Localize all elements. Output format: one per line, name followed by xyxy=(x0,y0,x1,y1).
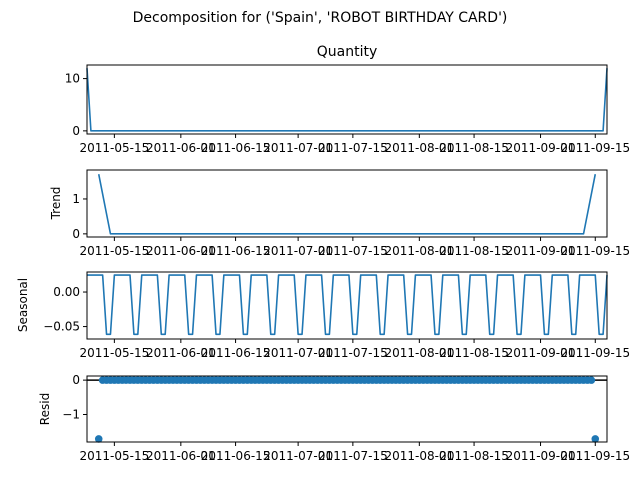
resid-xtick-label: 2011-05-15 xyxy=(79,449,149,463)
quantity-xtick-label: 2011-08-01 xyxy=(384,141,454,155)
resid-panel-ylabel: Resid xyxy=(38,393,52,425)
quantity-xtick-label: 2011-09-15 xyxy=(560,141,630,155)
quantity-xtick-label: 2011-08-15 xyxy=(439,141,509,155)
trend-ytick-label: 1 xyxy=(72,192,80,206)
trend-xtick-label: 2011-05-15 xyxy=(79,244,149,258)
seasonal-xtick-label: 2011-09-01 xyxy=(506,346,576,360)
quantity-axes-frame xyxy=(86,64,608,135)
seasonal-xtick-label: 2011-06-15 xyxy=(201,346,271,360)
resid-point xyxy=(587,376,596,384)
trend-panel-ylabel: Trend xyxy=(49,187,63,221)
seasonal-xtick-label: 2011-07-15 xyxy=(318,346,388,360)
seasonal-xtick-label: 2011-05-15 xyxy=(79,346,149,360)
resid-panel: Resid −102011-05-152011-06-012011-06-152… xyxy=(38,373,630,463)
seasonal-xtick-label: 2011-07-01 xyxy=(263,346,333,360)
resid-axes-frame xyxy=(86,375,608,443)
resid-ytick-label: 0 xyxy=(72,373,80,387)
figure-title: Decomposition for ('Spain', 'ROBOT BIRTH… xyxy=(133,10,508,26)
quantity-xtick-label: 2011-06-15 xyxy=(201,141,271,155)
resid-xtick-label: 2011-06-15 xyxy=(201,449,271,463)
quantity-xtick-label: 2011-05-15 xyxy=(79,141,149,155)
trend-xtick-label: 2011-07-01 xyxy=(263,244,333,258)
resid-point xyxy=(591,435,600,443)
resid-xtick-label: 2011-08-15 xyxy=(439,449,509,463)
resid-xtick-label: 2011-09-01 xyxy=(506,449,576,463)
resid-xtick-label: 2011-09-15 xyxy=(560,449,630,463)
seasonal-xtick-label: 2011-08-15 xyxy=(439,346,509,360)
trend-xtick-label: 2011-08-01 xyxy=(384,244,454,258)
trend-xtick-label: 2011-07-15 xyxy=(318,244,388,258)
seasonal-xtick-label: 2011-06-01 xyxy=(146,346,216,360)
trend-series-line xyxy=(97,174,597,235)
quantity-ytick-label: 0 xyxy=(72,124,80,138)
quantity-xtick-label: 2011-06-01 xyxy=(146,141,216,155)
resid-point xyxy=(94,435,103,443)
quantity-panel: Quantity 0 10 2011-05-152011-06-012011-06-… xyxy=(65,44,630,155)
quantity-xtick-label: 2011-07-15 xyxy=(318,141,388,155)
resid-ytick-label: −1 xyxy=(62,408,80,422)
trend-xtick-label: 2011-06-01 xyxy=(146,244,216,258)
trend-xtick-label: 2011-08-15 xyxy=(439,244,509,258)
seasonal-axes-frame xyxy=(86,271,608,340)
resid-xtick-label: 2011-08-01 xyxy=(384,449,454,463)
seasonal-xtick-label: 2011-08-01 xyxy=(384,346,454,360)
seasonal-series-line xyxy=(87,274,608,336)
quantity-panel-title: Quantity xyxy=(317,44,378,60)
quantity-ytick-label: 10 xyxy=(65,72,80,86)
resid-xtick-label: 2011-06-01 xyxy=(146,449,216,463)
seasonal-panel-ylabel: Seasonal xyxy=(16,278,30,332)
trend-panel: Trend 012011-05-152011-06-012011-06-1520… xyxy=(49,169,630,258)
quantity-xtick-label: 2011-09-01 xyxy=(506,141,576,155)
trend-xtick-label: 2011-09-01 xyxy=(506,244,576,258)
seasonal-ytick-label: 0.00 xyxy=(53,285,80,299)
trend-xtick-label: 2011-09-15 xyxy=(560,244,630,258)
resid-xtick-label: 2011-07-15 xyxy=(318,449,388,463)
seasonal-panel: Seasonal −0.050.002011-05-152011-06-0120… xyxy=(16,271,630,360)
quantity-series-line xyxy=(86,68,608,132)
seasonal-ytick-label: −0.05 xyxy=(43,320,80,334)
resid-xtick-label: 2011-07-01 xyxy=(263,449,333,463)
trend-axes-frame xyxy=(86,169,608,238)
seasonal-xtick-label: 2011-09-15 xyxy=(560,346,630,360)
quantity-xtick-label: 2011-07-01 xyxy=(263,141,333,155)
trend-xtick-label: 2011-06-15 xyxy=(201,244,271,258)
trend-ytick-label: 0 xyxy=(72,227,80,241)
